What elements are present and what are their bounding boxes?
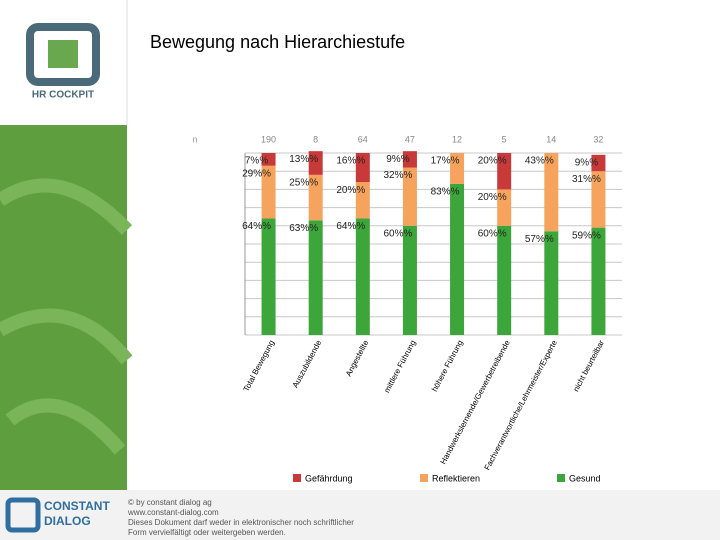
value-label: 32%% [383,170,412,181]
x-tick-label: höhere Führung [430,339,465,393]
brand: DIALOG [44,514,91,528]
value-label: 7%% [245,156,268,167]
bar-segment [497,225,512,335]
value-label: 9%% [575,157,598,168]
value-label: 59%% [572,230,601,241]
x-tick-label: nicht beurteilbar [571,338,606,393]
legend-swatch [557,474,565,482]
bar-segment [544,153,559,232]
bar-segment [308,220,323,335]
bar-segment [402,167,417,226]
value-label: 64%% [336,221,365,232]
bar-segment [591,227,606,335]
value-label: 31%% [572,174,601,185]
count-label: 32 [593,134,603,144]
bar-segment [450,153,465,184]
value-label: 60%% [478,228,507,239]
bar-segment [355,218,370,335]
bar-segment [497,153,512,190]
bar-segment [308,151,323,175]
count-label: 47 [405,134,415,144]
footer-logo [5,497,41,533]
bar-segment [544,231,559,335]
brand: CONSTANT [44,499,110,513]
chart-title: Bewegung nach Hierarchiestufe [150,32,405,52]
value-label: 25%% [289,177,318,188]
bar-segment [402,225,417,335]
count-label: 8 [313,134,318,144]
x-tick-label: Total Bewegung [242,339,277,393]
bar-segment [402,151,417,168]
value-label: 29%% [242,168,271,179]
legend-swatch [293,474,301,482]
value-label: 60%% [383,228,412,239]
legend-label: Gefährdung [305,473,353,483]
legend-label: Reflektieren [432,473,480,483]
value-label: 13%% [289,154,318,165]
value-label: 20%% [478,156,507,167]
value-label: 57%% [525,234,554,245]
value-label: 20%% [478,192,507,203]
bar-segment [355,182,370,219]
bar-segment [261,153,276,166]
footer-text: Form vervielfältigt oder weitergeben wer… [128,528,286,537]
value-label: 17%% [431,156,460,167]
value-label: 64%% [242,221,271,232]
legend-swatch [420,474,428,482]
value-label: 9%% [386,154,409,165]
count-label: 14 [546,134,556,144]
logo-text: HR COCKPIT [32,90,94,101]
bar-segment [355,153,370,183]
bar-segment [261,165,276,219]
logo-mark [26,23,100,86]
x-tick-label: mittlere Führung [382,339,417,395]
value-label: 63%% [289,223,318,234]
x-tick-label: Angestellte [344,338,371,378]
count-label: 5 [502,134,507,144]
bar-segment [450,183,465,335]
panel-pattern [0,178,133,455]
footer-text: © by constant dialog ag [128,498,212,507]
footer [0,490,720,540]
legend-label: Gesund [569,473,601,483]
x-tick-label: Auszubildende [291,338,324,389]
n-label: n [192,134,197,144]
value-label: 20%% [336,185,365,196]
value-label: 83%% [431,187,460,198]
count-label: 190 [261,134,276,144]
value-label: 16%% [336,156,365,167]
count-label: 64 [358,134,368,144]
bar-segment [591,171,606,228]
value-label: 43%% [525,156,554,167]
footer-text: www.constant-dialog.com [127,508,219,517]
bar-segment [308,174,323,221]
count-label: 12 [452,134,462,144]
bar-segment [261,218,276,335]
bar-segment [591,154,606,172]
logo-inner [48,40,78,68]
bar-segment [497,189,512,226]
footer-text: Dieses Dokument darf weder in elektronis… [128,518,354,527]
